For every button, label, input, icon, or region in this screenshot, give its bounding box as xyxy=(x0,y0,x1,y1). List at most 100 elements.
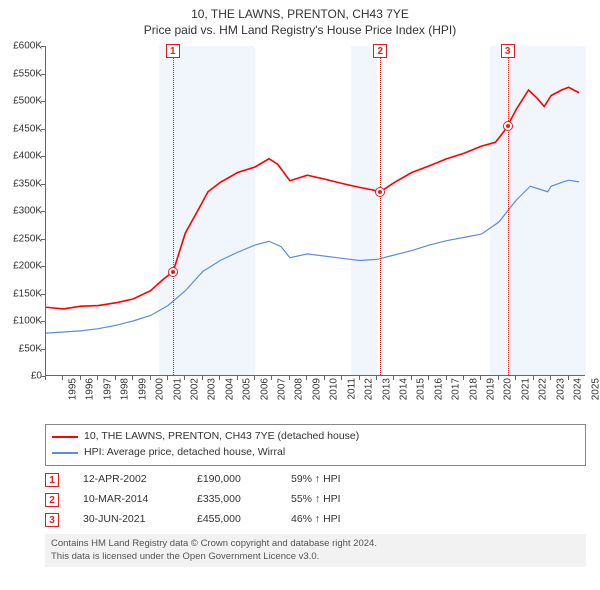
marker-label: 1 xyxy=(166,44,180,58)
legend-row: 10, THE LAWNS, PRENTON, CH43 7YE (detach… xyxy=(52,429,579,445)
title-block: 10, THE LAWNS, PRENTON, CH43 7YE Price p… xyxy=(0,0,600,38)
x-tick xyxy=(254,376,255,380)
x-tick xyxy=(202,376,203,380)
title-line-2: Price paid vs. HM Land Registry's House … xyxy=(0,22,600,38)
x-tick xyxy=(115,376,116,380)
x-tick-label: 2011 xyxy=(346,378,357,408)
x-tick-label: 2020 xyxy=(503,378,514,408)
events-table: 112-APR-2002£190,00059% ↑ HPI210-MAR-201… xyxy=(45,470,586,530)
event-price: £335,000 xyxy=(197,490,267,510)
x-tick-label: 2003 xyxy=(207,378,218,408)
x-tick-label: 2008 xyxy=(294,378,305,408)
marker-line xyxy=(508,46,509,375)
y-tick xyxy=(41,211,45,212)
plot: 1 2 3 xyxy=(45,46,585,376)
y-tick-label: £100K xyxy=(2,316,42,327)
x-tick-label: 2004 xyxy=(224,378,235,408)
legend-label: HPI: Average price, detached house, Wirr… xyxy=(84,445,285,461)
legend-swatch xyxy=(52,436,78,438)
x-tick-label: 1997 xyxy=(102,378,113,408)
x-tick xyxy=(463,376,464,380)
event-pct: 59% ↑ HPI xyxy=(291,470,381,490)
event-row: 1 12-APR-2002 £190,000 59% ↑ HPI xyxy=(45,470,586,490)
x-tick xyxy=(237,376,238,380)
marker-dot xyxy=(169,268,177,276)
x-tick xyxy=(184,376,185,380)
x-tick-label: 2018 xyxy=(468,378,479,408)
x-tick xyxy=(62,376,63,380)
footer-line-2: This data is licensed under the Open Gov… xyxy=(51,551,580,564)
x-tick xyxy=(359,376,360,380)
marker-line xyxy=(380,46,381,375)
marker-line xyxy=(173,46,174,375)
y-tick xyxy=(41,46,45,47)
x-tick-label: 2025 xyxy=(590,378,600,408)
x-tick-label: 2005 xyxy=(242,378,253,408)
x-tick-label: 2017 xyxy=(451,378,462,408)
series-line xyxy=(46,88,579,310)
plot-svg xyxy=(46,46,585,375)
x-tick xyxy=(568,376,569,380)
x-tick-label: 2016 xyxy=(433,378,444,408)
x-tick-label: 2000 xyxy=(155,378,166,408)
event-price: £455,000 xyxy=(197,510,267,530)
x-tick-label: 2015 xyxy=(416,378,427,408)
y-tick xyxy=(41,184,45,185)
marker-label: 2 xyxy=(373,44,387,58)
y-tick-label: £0 xyxy=(2,371,42,382)
x-tick xyxy=(167,376,168,380)
x-tick xyxy=(324,376,325,380)
y-tick xyxy=(41,239,45,240)
event-date: 30-JUN-2021 xyxy=(83,510,173,530)
x-tick-label: 1999 xyxy=(137,378,148,408)
x-tick xyxy=(219,376,220,380)
x-tick xyxy=(393,376,394,380)
x-tick-label: 2021 xyxy=(520,378,531,408)
x-tick xyxy=(533,376,534,380)
x-tick-label: 2013 xyxy=(381,378,392,408)
x-tick xyxy=(271,376,272,380)
event-date: 12-APR-2002 xyxy=(83,470,173,490)
y-tick-label: £300K xyxy=(2,206,42,217)
x-tick-label: 1995 xyxy=(68,378,79,408)
y-tick xyxy=(41,321,45,322)
y-tick-label: £600K xyxy=(2,41,42,52)
event-marker: 1 xyxy=(45,473,59,487)
x-tick-label: 2001 xyxy=(172,378,183,408)
y-tick xyxy=(41,74,45,75)
marker-dot xyxy=(504,122,512,130)
x-tick-label: 2009 xyxy=(311,378,322,408)
x-tick-label: 2019 xyxy=(486,378,497,408)
y-tick xyxy=(41,129,45,130)
y-tick xyxy=(41,156,45,157)
event-marker: 2 xyxy=(45,493,59,507)
event-price: £190,000 xyxy=(197,470,267,490)
x-tick xyxy=(376,376,377,380)
x-tick xyxy=(498,376,499,380)
x-tick xyxy=(428,376,429,380)
y-tick-label: £450K xyxy=(2,123,42,134)
y-tick xyxy=(41,101,45,102)
y-tick xyxy=(41,266,45,267)
y-tick-label: £250K xyxy=(2,233,42,244)
y-tick-label: £400K xyxy=(2,151,42,162)
marker-label: 3 xyxy=(501,44,515,58)
x-tick-label: 2023 xyxy=(555,378,566,408)
x-tick xyxy=(480,376,481,380)
x-tick-label: 2006 xyxy=(259,378,270,408)
x-tick xyxy=(80,376,81,380)
x-tick-label: 1996 xyxy=(85,378,96,408)
x-tick-label: 2010 xyxy=(329,378,340,408)
x-tick-label: 2014 xyxy=(398,378,409,408)
x-tick xyxy=(97,376,98,380)
event-row: 330-JUN-2021£455,00046% ↑ HPI xyxy=(45,510,586,530)
x-tick xyxy=(550,376,551,380)
legend-label: 10, THE LAWNS, PRENTON, CH43 7YE (detach… xyxy=(84,429,359,445)
x-tick-label: 2012 xyxy=(364,378,375,408)
event-marker: 3 xyxy=(45,513,59,527)
x-tick xyxy=(341,376,342,380)
event-pct: 55% ↑ HPI xyxy=(291,490,381,510)
y-tick-label: £200K xyxy=(2,261,42,272)
marker-dot xyxy=(376,188,384,196)
x-tick-label: 2022 xyxy=(538,378,549,408)
